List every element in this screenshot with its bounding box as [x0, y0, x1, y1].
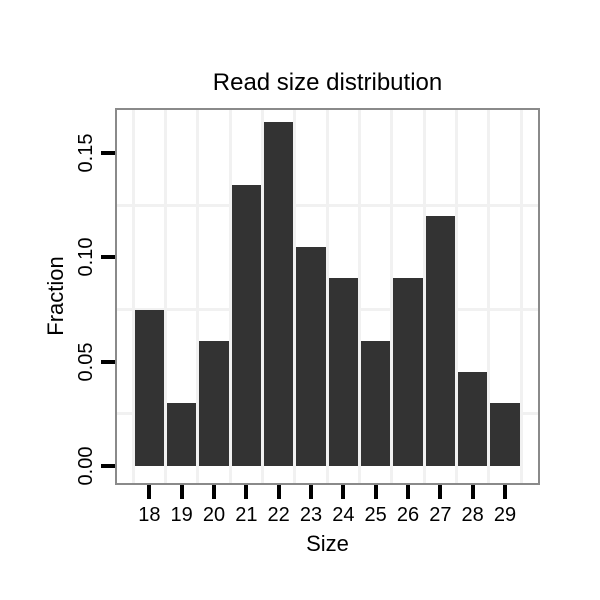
bar-size-24	[328, 278, 358, 466]
bar-size-28	[458, 371, 488, 466]
y-minor-gridline	[117, 203, 538, 207]
x-tick-label: 18	[138, 504, 161, 526]
chart-title: Read size distribution	[212, 69, 443, 96]
x-tick-mark	[406, 485, 410, 499]
x-tick-label: 20	[202, 504, 226, 526]
x-tick-label: 23	[299, 504, 323, 526]
x-minor-gridline	[293, 110, 297, 483]
y-tick-mark	[101, 151, 115, 156]
x-tick-mark	[438, 485, 443, 499]
x-tick-mark	[244, 485, 249, 499]
y-tick-label: 0.00	[75, 446, 97, 486]
x-tick-label: 29	[493, 504, 517, 526]
y-minor-gridline	[117, 412, 538, 416]
x-tick-label: 28	[461, 504, 484, 526]
bar-size-29	[490, 403, 520, 466]
x-minor-gridline	[519, 110, 523, 483]
x-minor-gridline	[325, 110, 329, 483]
bar-size-23	[296, 247, 326, 466]
x-tick-mark	[503, 485, 508, 499]
x-tick-label: 27	[429, 504, 452, 526]
bar-size-18	[134, 309, 164, 466]
x-minor-gridline	[131, 110, 135, 483]
x-minor-gridline	[390, 110, 394, 483]
x-tick-mark	[179, 485, 184, 499]
bar-size-21	[231, 184, 261, 466]
bar-size-19	[167, 403, 197, 466]
x-tick-label: 24	[332, 504, 355, 526]
bar-size-27	[425, 215, 455, 466]
x-minor-gridline	[196, 110, 200, 483]
x-minor-gridline	[261, 110, 264, 483]
x-tick-label: 25	[364, 504, 387, 526]
x-tick-label: 21	[235, 504, 258, 526]
x-axis-label: Size	[306, 531, 349, 556]
y-tick-label: 0.10	[75, 237, 97, 277]
y-minor-gridline	[117, 308, 538, 312]
bar-size-25	[361, 340, 391, 466]
plot-panel	[115, 108, 540, 485]
x-minor-gridline	[487, 110, 491, 483]
x-tick-mark	[373, 485, 378, 499]
x-minor-gridline	[422, 110, 426, 483]
x-minor-gridline	[228, 110, 232, 483]
y-tick-mark	[101, 359, 115, 364]
x-tick-label: 22	[267, 504, 290, 526]
y-tick-label: 0.15	[75, 133, 97, 173]
x-minor-gridline	[358, 110, 361, 483]
y-tick-mark	[101, 255, 115, 260]
x-tick-mark	[309, 485, 313, 499]
x-tick-mark	[276, 485, 281, 499]
bar-size-20	[199, 340, 229, 466]
x-minor-gridline	[164, 110, 167, 483]
x-tick-label: 26	[396, 504, 420, 526]
bar-size-26	[393, 278, 423, 466]
y-tick-label: 0.05	[75, 342, 97, 382]
x-tick-mark	[212, 485, 216, 499]
bar-size-22	[264, 122, 294, 466]
x-tick-mark	[147, 485, 152, 499]
x-minor-gridline	[455, 110, 459, 483]
y-axis-label: Fraction	[43, 256, 68, 336]
x-tick-label: 19	[170, 504, 193, 526]
x-tick-mark	[470, 485, 475, 499]
y-tick-mark	[101, 463, 115, 468]
x-tick-mark	[341, 485, 346, 499]
